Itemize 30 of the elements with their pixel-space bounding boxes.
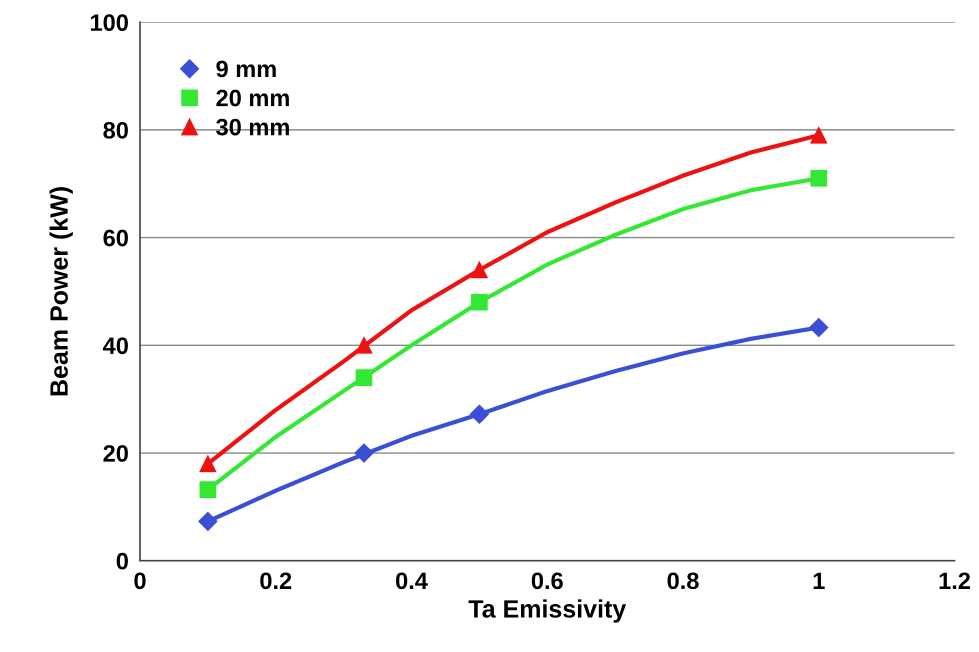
point xyxy=(200,455,216,472)
y-axis-title: Beam Power (kW) xyxy=(50,187,73,396)
point xyxy=(470,404,489,424)
y-tick-label: 20 xyxy=(103,445,128,462)
x-tick-label: 0.2 xyxy=(260,572,292,590)
legend-label: 9 mm xyxy=(216,60,276,78)
point xyxy=(809,318,828,338)
y-tick-label: 40 xyxy=(102,337,128,354)
point xyxy=(810,126,828,144)
point xyxy=(810,170,828,187)
point xyxy=(471,262,488,278)
y-tick-label: 80 xyxy=(103,122,128,139)
point xyxy=(356,336,372,354)
y-tick-label: 0 xyxy=(116,552,128,570)
legend-label: 30 mm xyxy=(216,118,289,136)
point xyxy=(356,369,372,386)
x-tick-label: 0.4 xyxy=(396,572,428,590)
y-tick-label: 100 xyxy=(90,14,128,31)
x-tick-label: 1.2 xyxy=(940,572,970,589)
x-axis-title: Ta Emissivity xyxy=(468,599,626,623)
x-tick-label: 0 xyxy=(134,572,146,590)
point xyxy=(471,294,488,311)
x-tick-label: 1 xyxy=(814,572,825,589)
point xyxy=(354,443,374,463)
point xyxy=(198,512,218,531)
x-tick-label: 0.8 xyxy=(668,572,699,590)
point xyxy=(200,481,216,498)
legend-label: 20 mm xyxy=(216,90,289,106)
x-tick-label: 0.6 xyxy=(532,572,563,590)
y-tick-label: 60 xyxy=(103,230,128,246)
